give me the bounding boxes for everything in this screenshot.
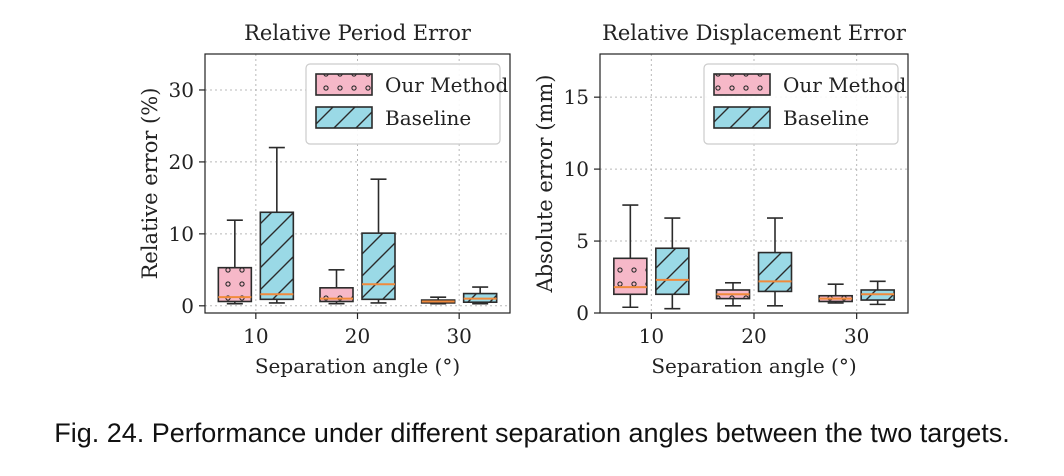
chart-0-box-our-method-20 — [319, 269, 354, 305]
chart-0-legend-swatch-hatch — [316, 107, 372, 128]
chart-1-legend-swatch-edge — [713, 106, 771, 129]
figure-caption: Fig. 24. Performance under different sep… — [54, 418, 1010, 448]
chart-1-ytick-label: 15 — [564, 85, 589, 109]
box-edge — [655, 247, 690, 296]
chart-1-title: Relative Displacement Error — [602, 21, 907, 45]
chart-0-box-baseline-10 — [259, 146, 295, 304]
chart-1-xtick-label: 30 — [844, 324, 869, 348]
chart-0-box-baseline-20 — [361, 178, 396, 304]
chart-1-ytick-label: 0 — [576, 301, 589, 325]
chart-1-xtick-label: 10 — [639, 324, 664, 348]
chart-1-box-baseline-30 — [860, 280, 895, 306]
chart-0-ytick-label: 10 — [169, 222, 194, 246]
chart-1-box-baseline-20 — [757, 217, 793, 307]
chart-0-box-our-method-10 — [217, 219, 253, 305]
chart-1-ylabel: Absolute error (mm) — [533, 75, 557, 294]
box-edge — [757, 251, 793, 293]
chart-0-ytick-label: 20 — [169, 150, 194, 174]
box-hatch — [218, 267, 252, 302]
box-hatch — [362, 233, 395, 300]
chart-1-legend-swatch-hatch — [714, 107, 770, 128]
chart-0-legend-swatch-edge — [315, 73, 373, 96]
chart-0-box-our-method-30 — [420, 296, 456, 305]
chart-0-ytick-label: 30 — [169, 78, 194, 102]
chart-0-legend-swatch-edge — [315, 106, 373, 129]
chart-0-legend-swatch-hatch — [316, 74, 372, 95]
chart-1-ytick-label: 10 — [564, 157, 589, 181]
chart-1-box-our-method-30 — [818, 283, 853, 304]
chart-1-xtick-label: 20 — [741, 324, 766, 348]
chart-1-ytick-label: 5 — [576, 229, 589, 253]
chart-1-legend-swatch-hatch — [714, 74, 770, 95]
chart-0-title: Relative Period Error — [244, 21, 472, 45]
chart-0-xlabel: Separation angle (°) — [255, 354, 460, 378]
box-hatch — [260, 212, 294, 300]
box-hatch — [613, 258, 647, 295]
chart-0-xtick-label: 10 — [243, 324, 268, 348]
box-edge — [319, 287, 354, 303]
chart-0-ylabel: Relative error (%) — [138, 88, 162, 280]
chart-1-box-our-method-20 — [715, 281, 751, 307]
box-hatch — [655, 248, 689, 295]
chart-1-legend-label: Our Method — [783, 73, 906, 97]
chart-1-legend-swatch-edge — [713, 73, 771, 96]
chart-1-box-our-method-10 — [613, 204, 648, 309]
box-edge — [217, 266, 253, 303]
box-edge — [259, 211, 295, 301]
box-edge — [613, 257, 648, 296]
chart-0-xtick-label: 20 — [345, 324, 370, 348]
box-edge — [361, 232, 396, 301]
chart-0-xtick-label: 30 — [446, 324, 471, 348]
chart-1-xlabel: Separation angle (°) — [651, 354, 856, 378]
box-hatch — [758, 252, 792, 292]
chart-0-legend-label: Our Method — [385, 73, 508, 97]
chart-1-box-baseline-10 — [655, 217, 690, 310]
chart-1-legend-label: Baseline — [783, 106, 869, 130]
chart-0-legend-label: Baseline — [385, 106, 471, 130]
chart-0-box-baseline-30 — [462, 286, 498, 305]
chart-0-ytick-label: 0 — [181, 294, 194, 318]
figure-charts: Relative Period Error 0 10 20 30 10 20 30 Separa… — [138, 21, 909, 378]
